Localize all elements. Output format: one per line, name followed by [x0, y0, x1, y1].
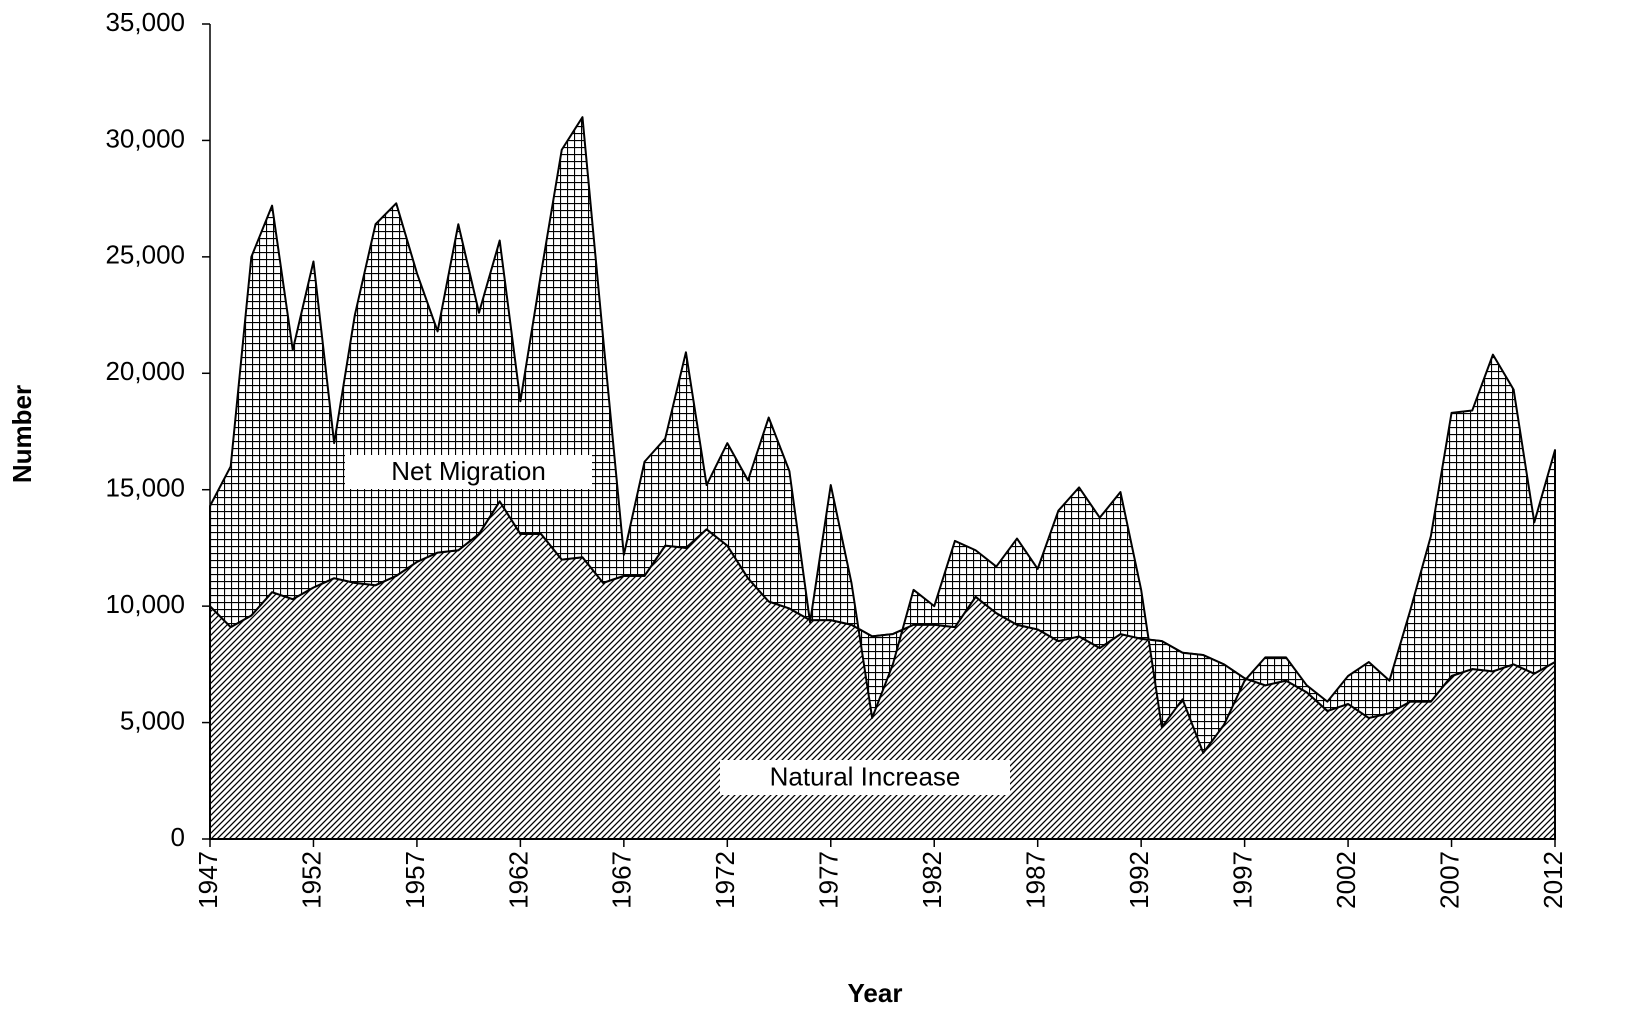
- series-label: Net Migration: [391, 456, 546, 486]
- y-tick-label: 30,000: [105, 123, 185, 153]
- x-tick-label: 2007: [1434, 851, 1464, 909]
- y-tick-label: 25,000: [105, 240, 185, 270]
- x-tick-label: 1997: [1227, 851, 1257, 909]
- y-tick-label: 0: [171, 822, 185, 852]
- x-tick-label: 1957: [400, 851, 430, 909]
- x-tick-label: 1992: [1124, 851, 1154, 909]
- x-tick-label: 1967: [607, 851, 637, 909]
- series-label-box: [720, 760, 1010, 795]
- y-axis-title: Number: [7, 385, 37, 483]
- x-tick-label: 1977: [814, 851, 844, 909]
- y-tick-label: 10,000: [105, 589, 185, 619]
- y-tick-label: 35,000: [105, 7, 185, 37]
- x-tick-label: 1972: [710, 851, 740, 909]
- x-tick-label: 2012: [1538, 851, 1568, 909]
- x-tick-label: 1987: [1021, 851, 1051, 909]
- x-axis-title: Year: [848, 978, 903, 1008]
- series-label-box: [345, 455, 592, 489]
- areas: [209, 116, 1556, 840]
- net-migration-area: [209, 116, 1556, 754]
- x-tick-label: 1952: [296, 851, 326, 909]
- x-tick-label: 1947: [193, 851, 223, 909]
- y-tick-label: 5,000: [120, 705, 185, 735]
- y-tick-label: 20,000: [105, 356, 185, 386]
- x-tick-label: 1962: [503, 851, 533, 909]
- series-label: Natural Increase: [770, 761, 961, 791]
- y-tick-label: 15,000: [105, 473, 185, 503]
- x-tick-label: 1982: [917, 851, 947, 909]
- x-tick-label: 2002: [1331, 851, 1361, 909]
